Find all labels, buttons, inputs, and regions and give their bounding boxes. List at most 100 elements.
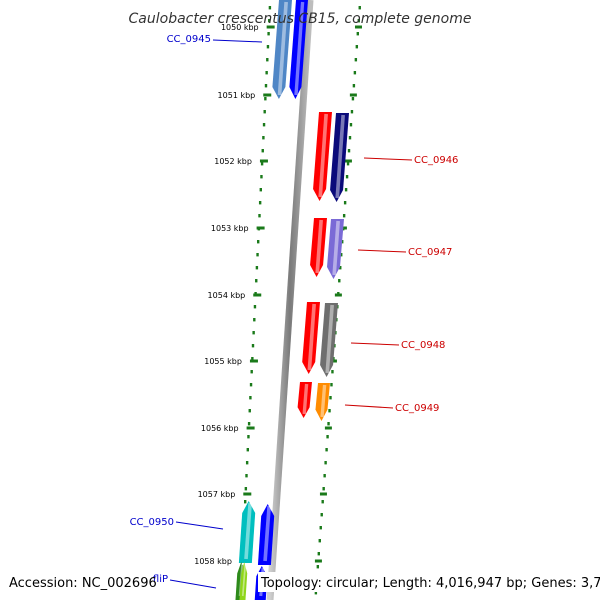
footer-topology: Topology: circular; Length: 4,016,947 bp… bbox=[260, 576, 600, 591]
guide-dot-left bbox=[263, 110, 266, 114]
scale-tick-mark bbox=[266, 25, 275, 29]
scale-tick-label: 1056 kbp bbox=[201, 424, 239, 433]
guide-dot-right bbox=[339, 266, 342, 270]
gene-leader-line bbox=[344, 404, 394, 409]
guide-dot-left bbox=[264, 84, 268, 88]
guide-dot-left bbox=[268, 19, 271, 23]
guide-dot-right bbox=[318, 539, 321, 543]
gene-label: CC_0949 bbox=[395, 403, 439, 414]
guide-dot-right bbox=[326, 435, 329, 439]
gene-CC_0950-b-shine bbox=[263, 505, 271, 562]
orf-CC_0948-body bbox=[302, 302, 320, 374]
guide-dot-left bbox=[257, 240, 260, 244]
guide-dot-right bbox=[341, 240, 344, 244]
gene-labels: CC_0945 CC_0946 CC_0947 CC_0948 CC_0949 CC_09… bbox=[130, 34, 458, 589]
gene-CC_0945-b-shine bbox=[294, 1, 305, 96]
gene-label: fliP bbox=[153, 574, 168, 585]
scale-tick-mark-right bbox=[339, 226, 347, 230]
scale-tick-label: 1053 kbp bbox=[211, 224, 249, 233]
guide-dot-left bbox=[260, 162, 264, 166]
gene-CC_0950-b bbox=[257, 504, 275, 565]
guide-dot-right bbox=[329, 396, 332, 400]
gene-CC_0948-body bbox=[320, 303, 338, 377]
guide-dot-right bbox=[317, 552, 320, 556]
guide-dot-left bbox=[253, 318, 256, 322]
guide-dot-left bbox=[246, 448, 249, 452]
guide-dot-right bbox=[355, 45, 359, 49]
guide-dot-right bbox=[357, 19, 360, 23]
gene-CC_0945 bbox=[272, 0, 292, 99]
guide-dot-right bbox=[358, 6, 361, 10]
guide-dot-right bbox=[347, 149, 351, 153]
scale-tick-mark bbox=[243, 492, 252, 496]
gene-CC_0948 bbox=[320, 303, 338, 377]
scale-tick-label: 1055 kbp bbox=[204, 357, 242, 366]
gene-CC_0950-shine bbox=[244, 502, 252, 560]
gene-CC_0945-shine bbox=[277, 1, 288, 96]
gene-CC_0945-b-body bbox=[289, 0, 308, 99]
map-title: Caulobacter crescentus CB15, complete ge… bbox=[129, 11, 472, 27]
guide-dot-right bbox=[353, 71, 357, 75]
gene-fliP bbox=[239, 562, 248, 600]
guide-dot-left bbox=[256, 253, 259, 257]
gene-label: CC_0947 bbox=[408, 247, 452, 258]
scale-tick-label: 1051 kbp bbox=[218, 91, 256, 100]
scale-tick-mark-right bbox=[349, 93, 357, 97]
gene-leader-line bbox=[212, 39, 263, 43]
guide-dot-left bbox=[252, 331, 255, 335]
scale-tick-mark bbox=[246, 426, 255, 430]
guide-dot-right bbox=[356, 32, 359, 36]
gene-CC_0945-b bbox=[289, 0, 308, 99]
scale-tick-mark bbox=[256, 226, 265, 230]
gene-label: CC_0946 bbox=[414, 155, 458, 166]
gene-CC_0946-shine bbox=[335, 114, 345, 199]
gene-leader-line bbox=[357, 249, 407, 253]
gene-CC_0948-shine bbox=[325, 304, 334, 374]
guide-dot-right bbox=[340, 253, 343, 257]
guide-dot-left bbox=[245, 461, 249, 465]
guide-dot-right bbox=[349, 123, 353, 127]
gene-CC_0949 bbox=[315, 383, 330, 421]
gene-fliP-shine bbox=[241, 563, 247, 597]
strand-dotted-guides bbox=[239, 6, 361, 595]
guide-dot-left bbox=[255, 279, 258, 283]
guide-dot-right bbox=[327, 422, 330, 426]
gene-fliP-body bbox=[239, 562, 248, 600]
guide-dot-right bbox=[343, 201, 347, 205]
orf-CC_0948 bbox=[302, 302, 320, 374]
guide-dot-left bbox=[249, 396, 252, 400]
orf-CC_0949-shine bbox=[302, 383, 309, 415]
orf-CC_0947-body bbox=[310, 218, 327, 277]
gene-label: CC_0945 bbox=[167, 34, 211, 45]
guide-dot-right bbox=[351, 97, 355, 101]
guide-dot-right bbox=[346, 162, 350, 166]
guide-dot-right bbox=[324, 461, 327, 465]
orf-CC_0947-shine bbox=[315, 219, 323, 274]
gene-leader-line bbox=[363, 157, 413, 161]
gene-CC_0950-b-body bbox=[257, 504, 275, 565]
guide-dot-left bbox=[248, 409, 251, 413]
guide-dot-left bbox=[259, 188, 262, 192]
guide-dot-left bbox=[258, 214, 261, 218]
footer-accession: Accession: NC_002696 bbox=[9, 576, 157, 591]
orf-CC_0946 bbox=[313, 112, 332, 201]
guide-dot-left bbox=[265, 71, 268, 75]
guide-dot-left bbox=[264, 97, 267, 101]
orf-CC_0948-shine bbox=[307, 303, 316, 371]
gene-CC_0947-body bbox=[327, 219, 344, 279]
orf-CC_0949 bbox=[297, 382, 312, 418]
guide-dot-left bbox=[258, 201, 262, 205]
guide-dot-right bbox=[345, 175, 349, 179]
guide-dot-left bbox=[247, 435, 250, 439]
scale-tick-label: 1054 kbp bbox=[208, 291, 246, 300]
gene-CC_0950 bbox=[238, 501, 256, 563]
scale-ticks: 1050 kbp 1051 kbp 1052 kbp 1053 kbp 1054 kbp… bbox=[194, 23, 362, 566]
guide-dot-left bbox=[266, 45, 270, 49]
guide-dot-right bbox=[338, 279, 341, 283]
scale-tick-mark-right bbox=[354, 25, 362, 29]
orf-CC_0949-body bbox=[297, 382, 312, 418]
scale-tick-label: 1058 kbp bbox=[194, 557, 232, 566]
guide-dot-right bbox=[354, 58, 358, 62]
scale-tick-mark-right bbox=[344, 159, 352, 163]
